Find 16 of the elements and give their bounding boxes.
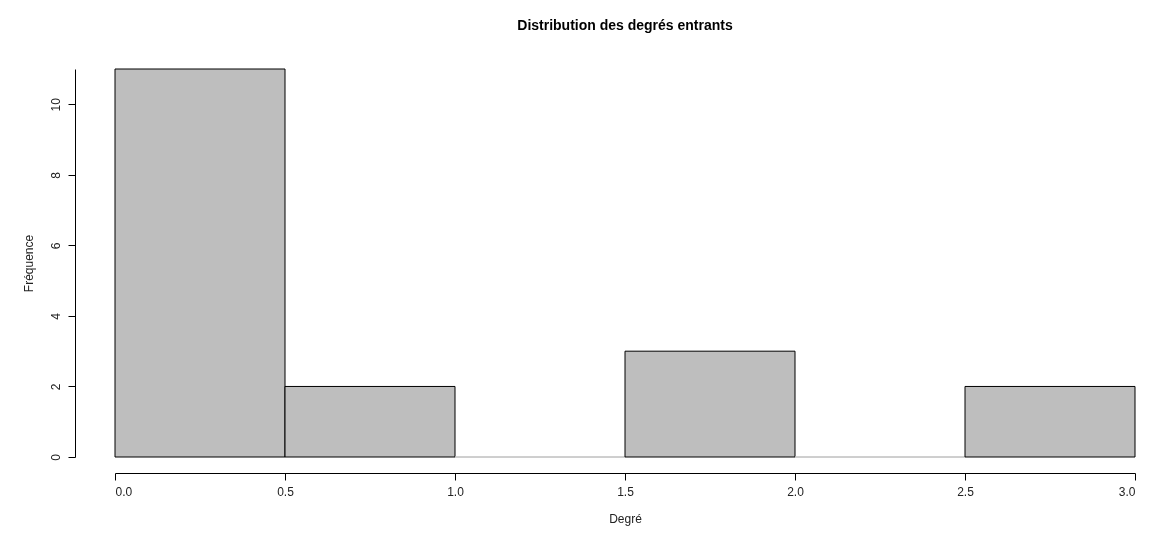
y-tick-label: 0	[48, 453, 63, 461]
y-tick-label: 10	[48, 97, 63, 112]
x-tick-label: 2.0	[787, 484, 805, 499]
y-tick-label: 8	[48, 171, 63, 179]
x-tick-label: 1.5	[617, 484, 635, 499]
x-axis-title: Degré	[609, 511, 643, 526]
x-tick-label: 2.5	[957, 484, 975, 499]
chart-title: Distribution des degrés entrants	[517, 16, 733, 33]
x-tick-label: 0.5	[277, 484, 295, 499]
x-tick-label: 3.0	[1118, 484, 1136, 499]
y-axis-title: Fréquence	[21, 234, 36, 293]
x-tick-label: 1.0	[447, 484, 465, 499]
y-tick-label: 2	[48, 383, 63, 391]
x-tick-label: 0.0	[115, 484, 133, 499]
y-tick-label: 6	[48, 242, 63, 250]
y-tick-label: 4	[48, 312, 63, 320]
